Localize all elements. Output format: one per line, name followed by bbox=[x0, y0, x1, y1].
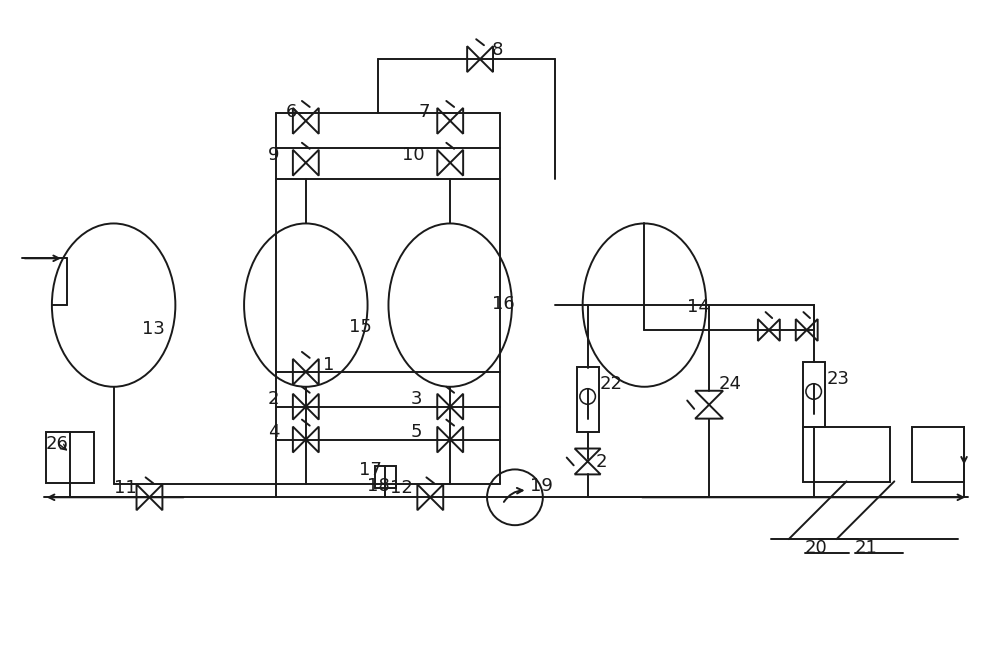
Text: 16: 16 bbox=[492, 295, 515, 313]
Text: 2: 2 bbox=[268, 390, 279, 408]
Text: 15: 15 bbox=[349, 318, 372, 336]
Text: 22: 22 bbox=[600, 375, 623, 392]
Text: 23: 23 bbox=[827, 370, 850, 388]
Text: 21: 21 bbox=[855, 539, 877, 557]
Bar bbox=[803, 363, 825, 427]
Text: 14: 14 bbox=[687, 298, 710, 316]
Text: 18: 18 bbox=[367, 477, 389, 495]
Text: 2: 2 bbox=[596, 453, 607, 471]
Text: 11: 11 bbox=[114, 479, 136, 497]
Text: 12: 12 bbox=[390, 479, 413, 497]
Bar bbox=[577, 367, 599, 432]
Text: 26: 26 bbox=[46, 434, 69, 453]
Text: 1: 1 bbox=[323, 356, 334, 374]
Bar bbox=[803, 427, 890, 482]
Bar bbox=[46, 432, 94, 483]
Text: 3: 3 bbox=[410, 390, 422, 408]
Text: 5: 5 bbox=[410, 422, 422, 441]
Text: 10: 10 bbox=[402, 146, 425, 164]
Text: 20: 20 bbox=[805, 539, 827, 557]
Text: 19: 19 bbox=[530, 477, 553, 495]
Bar bbox=[912, 427, 964, 482]
Bar bbox=[375, 467, 396, 489]
Text: 13: 13 bbox=[142, 320, 164, 338]
Text: 24: 24 bbox=[719, 375, 742, 392]
Text: 17: 17 bbox=[359, 461, 381, 479]
Text: 6: 6 bbox=[286, 103, 297, 121]
Text: 4: 4 bbox=[268, 422, 279, 441]
Text: 7: 7 bbox=[418, 103, 430, 121]
Text: 8: 8 bbox=[492, 41, 503, 59]
Text: 9: 9 bbox=[268, 146, 279, 164]
